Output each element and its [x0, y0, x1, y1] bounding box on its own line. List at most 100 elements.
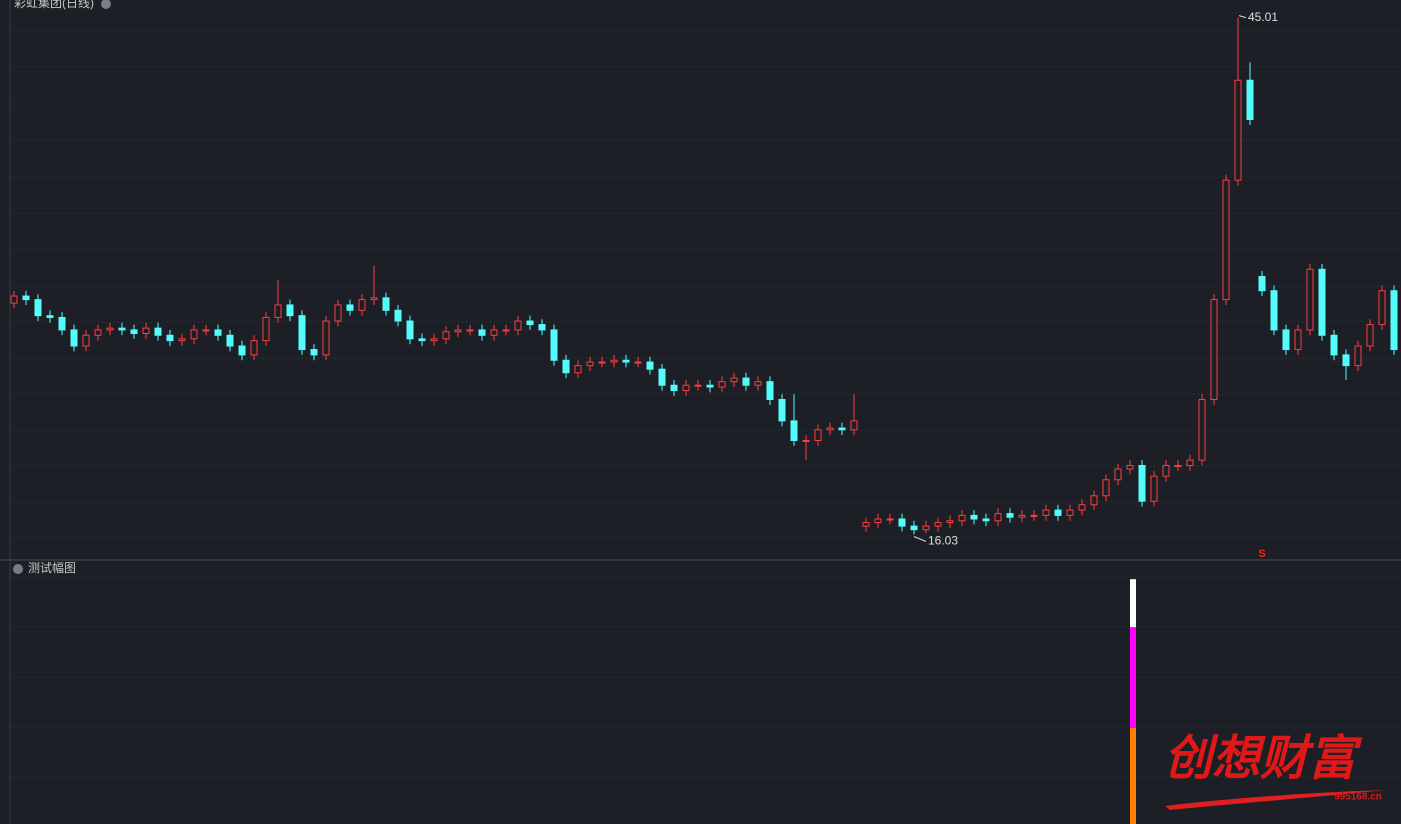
candle-body [1054, 509, 1062, 516]
candle-body [1378, 290, 1386, 326]
low-label: 16.03 [928, 534, 958, 548]
candle-body [34, 299, 42, 317]
candle-body [178, 338, 186, 342]
candle-body [1270, 290, 1278, 331]
pointer [1238, 15, 1247, 19]
candle-body [166, 334, 174, 342]
candle-body [130, 329, 138, 335]
candle-body [1330, 334, 1338, 356]
candle-body [706, 384, 714, 388]
candle-body [94, 329, 102, 336]
candle-body [1354, 345, 1362, 367]
watermark-swoosh [1165, 790, 1385, 810]
candle-body [118, 327, 126, 331]
candle-body [1234, 79, 1242, 181]
candle-body [970, 514, 978, 520]
bar-segment [1130, 728, 1136, 824]
candle-body [1102, 479, 1110, 497]
candle-body [742, 377, 750, 386]
candle-body [334, 304, 342, 322]
candle-body [802, 440, 810, 443]
menu-icon[interactable] [101, 0, 111, 9]
candle-body [526, 320, 534, 326]
candle-body [622, 359, 630, 363]
candle-body [310, 349, 318, 356]
candle-body [850, 420, 858, 431]
candle-body [442, 331, 450, 340]
candle-body [1222, 179, 1230, 301]
menu-icon[interactable] [13, 564, 23, 574]
candle-body [646, 361, 654, 370]
candle-body [838, 427, 846, 431]
candle-body [1138, 464, 1146, 502]
candle-body [886, 518, 894, 521]
candle-body [922, 525, 930, 531]
candle-body [1258, 275, 1266, 292]
candle-body [814, 429, 822, 442]
candle-body [874, 518, 882, 524]
candle-body [598, 361, 606, 364]
candle-body [766, 381, 774, 400]
candle-body [238, 345, 246, 356]
candle-body [670, 384, 678, 392]
bar-segment [1130, 579, 1136, 628]
candle-body [286, 304, 294, 317]
candle-body [1042, 509, 1050, 516]
candle-body [718, 381, 726, 388]
candle-body [1066, 509, 1074, 516]
candle-body [610, 359, 618, 363]
candle-body [778, 398, 786, 422]
candle-body [1294, 329, 1302, 351]
candle-body [658, 368, 666, 386]
candle-body [346, 304, 354, 311]
candle-body [910, 525, 918, 531]
candle-body [466, 329, 474, 332]
candle-body [82, 334, 90, 347]
candle-body [1114, 468, 1122, 481]
candle-body [1306, 268, 1314, 331]
candle-body [154, 327, 162, 336]
candle-body [418, 338, 426, 342]
candle-body [1030, 514, 1038, 517]
candle-body [538, 324, 546, 331]
candle-body [934, 522, 942, 527]
candle-body [730, 377, 738, 383]
candle-body [1318, 268, 1326, 336]
candle-body [226, 334, 234, 347]
candle-body [1018, 514, 1026, 518]
candle-body [142, 327, 150, 335]
candle-body [862, 522, 870, 527]
candle-body [1342, 354, 1350, 367]
candle-body [1282, 329, 1290, 351]
candle-body [358, 299, 366, 311]
chart-title: 彩虹集团(日线) [14, 0, 94, 10]
candle-body [634, 361, 642, 364]
candle-body [1366, 324, 1374, 347]
candle-body [22, 295, 30, 301]
pointer [913, 536, 927, 542]
candle-body [1246, 79, 1254, 120]
candle-body [274, 304, 282, 318]
candle-body [370, 297, 378, 301]
candle-body [10, 295, 18, 304]
signal-mark: S [1258, 548, 1265, 560]
candle-body [694, 384, 702, 387]
candle-body [1126, 464, 1134, 470]
candle-body [70, 329, 78, 347]
candle-body [994, 513, 1002, 522]
watermark-url: 995168.cn [1334, 792, 1382, 803]
candle-body [250, 340, 258, 356]
watermark-text: 创想财富 [1164, 733, 1363, 786]
candle-body [514, 320, 522, 331]
candle-body [574, 365, 582, 374]
candle-body [958, 514, 966, 522]
candle-body [1174, 464, 1182, 467]
candle-body [382, 297, 390, 311]
candle-body [1006, 513, 1014, 518]
candle-body [1198, 398, 1206, 461]
candle-body [682, 384, 690, 392]
candle-body [982, 518, 990, 522]
candle-body [502, 329, 510, 332]
candle-body [946, 520, 954, 524]
